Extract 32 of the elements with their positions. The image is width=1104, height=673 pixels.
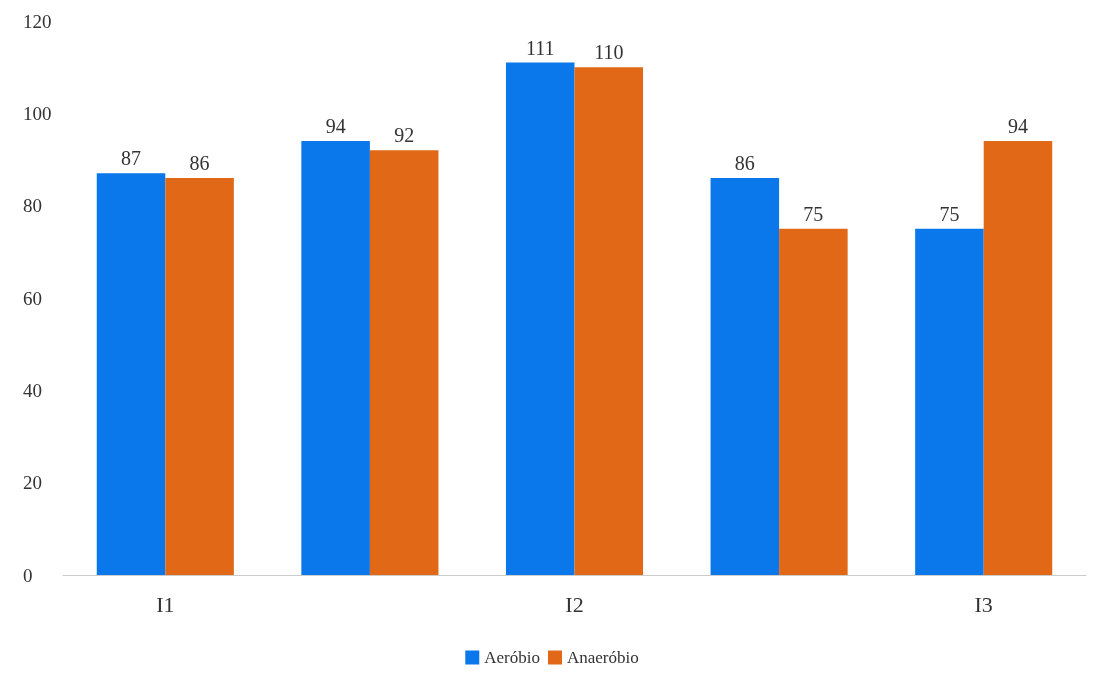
legend-label: Aeróbio <box>484 648 540 667</box>
y-tick-label: 40 <box>23 379 42 401</box>
x-tick-label: I1 <box>156 591 175 617</box>
y-tick-label: 60 <box>23 287 42 309</box>
bar <box>165 177 234 575</box>
data-label: 75 <box>939 202 960 225</box>
y-tick-label: 80 <box>23 195 42 217</box>
y-tick-label: 100 <box>23 102 52 124</box>
data-label: 75 <box>803 202 824 225</box>
data-label: 110 <box>594 41 624 64</box>
bar <box>369 150 439 575</box>
data-label: 86 <box>189 151 210 174</box>
bar <box>96 173 166 575</box>
data-label: 92 <box>394 124 415 147</box>
bar <box>915 228 984 575</box>
data-label: 87 <box>121 147 142 170</box>
data-label: 111 <box>525 36 555 59</box>
data-label: 86 <box>734 151 755 174</box>
bar <box>574 67 644 575</box>
bar <box>301 141 370 575</box>
y-tick-label: 20 <box>23 472 42 494</box>
bar <box>983 141 1053 575</box>
bar <box>710 177 780 575</box>
x-tick-label: I2 <box>565 591 584 617</box>
data-label: 94 <box>1007 115 1028 138</box>
x-tick-label: I3 <box>974 591 993 617</box>
y-tick-label: 120 <box>23 10 52 32</box>
data-label: 94 <box>325 115 346 138</box>
bar <box>505 62 575 575</box>
legend-label: Anaeróbio <box>566 648 639 667</box>
y-tick-label: 0 <box>23 564 33 586</box>
bar <box>779 228 848 575</box>
